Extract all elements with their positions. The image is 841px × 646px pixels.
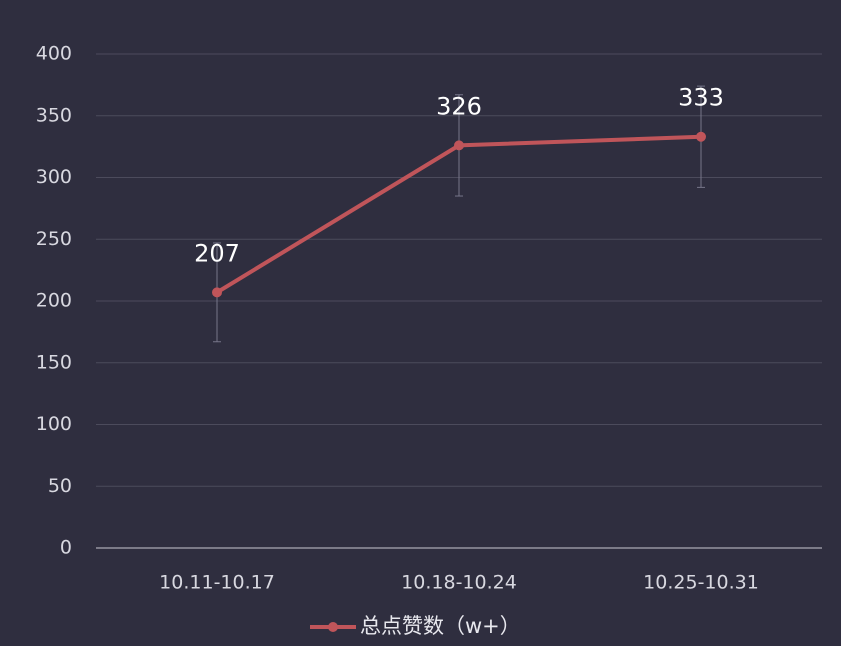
y-tick-label: 250 xyxy=(36,228,72,250)
y-tick-label: 0 xyxy=(60,537,72,559)
data-label: 207 xyxy=(194,239,240,267)
legend-label: 总点赞数（w+） xyxy=(360,614,521,638)
y-tick-label: 400 xyxy=(36,43,72,65)
y-tick-label: 200 xyxy=(36,290,72,312)
data-point xyxy=(212,287,222,298)
y-tick-label: 300 xyxy=(36,166,72,188)
x-tick-label: 10.25-10.31 xyxy=(643,572,759,594)
legend-marker xyxy=(328,622,338,632)
x-tick-label: 10.11-10.17 xyxy=(159,572,275,594)
data-label: 333 xyxy=(678,84,724,112)
data-point xyxy=(696,131,706,142)
x-tick-label: 10.18-10.24 xyxy=(401,572,517,594)
y-tick-label: 350 xyxy=(36,104,72,126)
y-tick-label: 150 xyxy=(36,351,72,373)
data-label: 326 xyxy=(436,92,482,120)
y-tick-label: 100 xyxy=(36,413,72,435)
y-tick-label: 50 xyxy=(48,475,72,497)
data-point xyxy=(454,140,464,151)
